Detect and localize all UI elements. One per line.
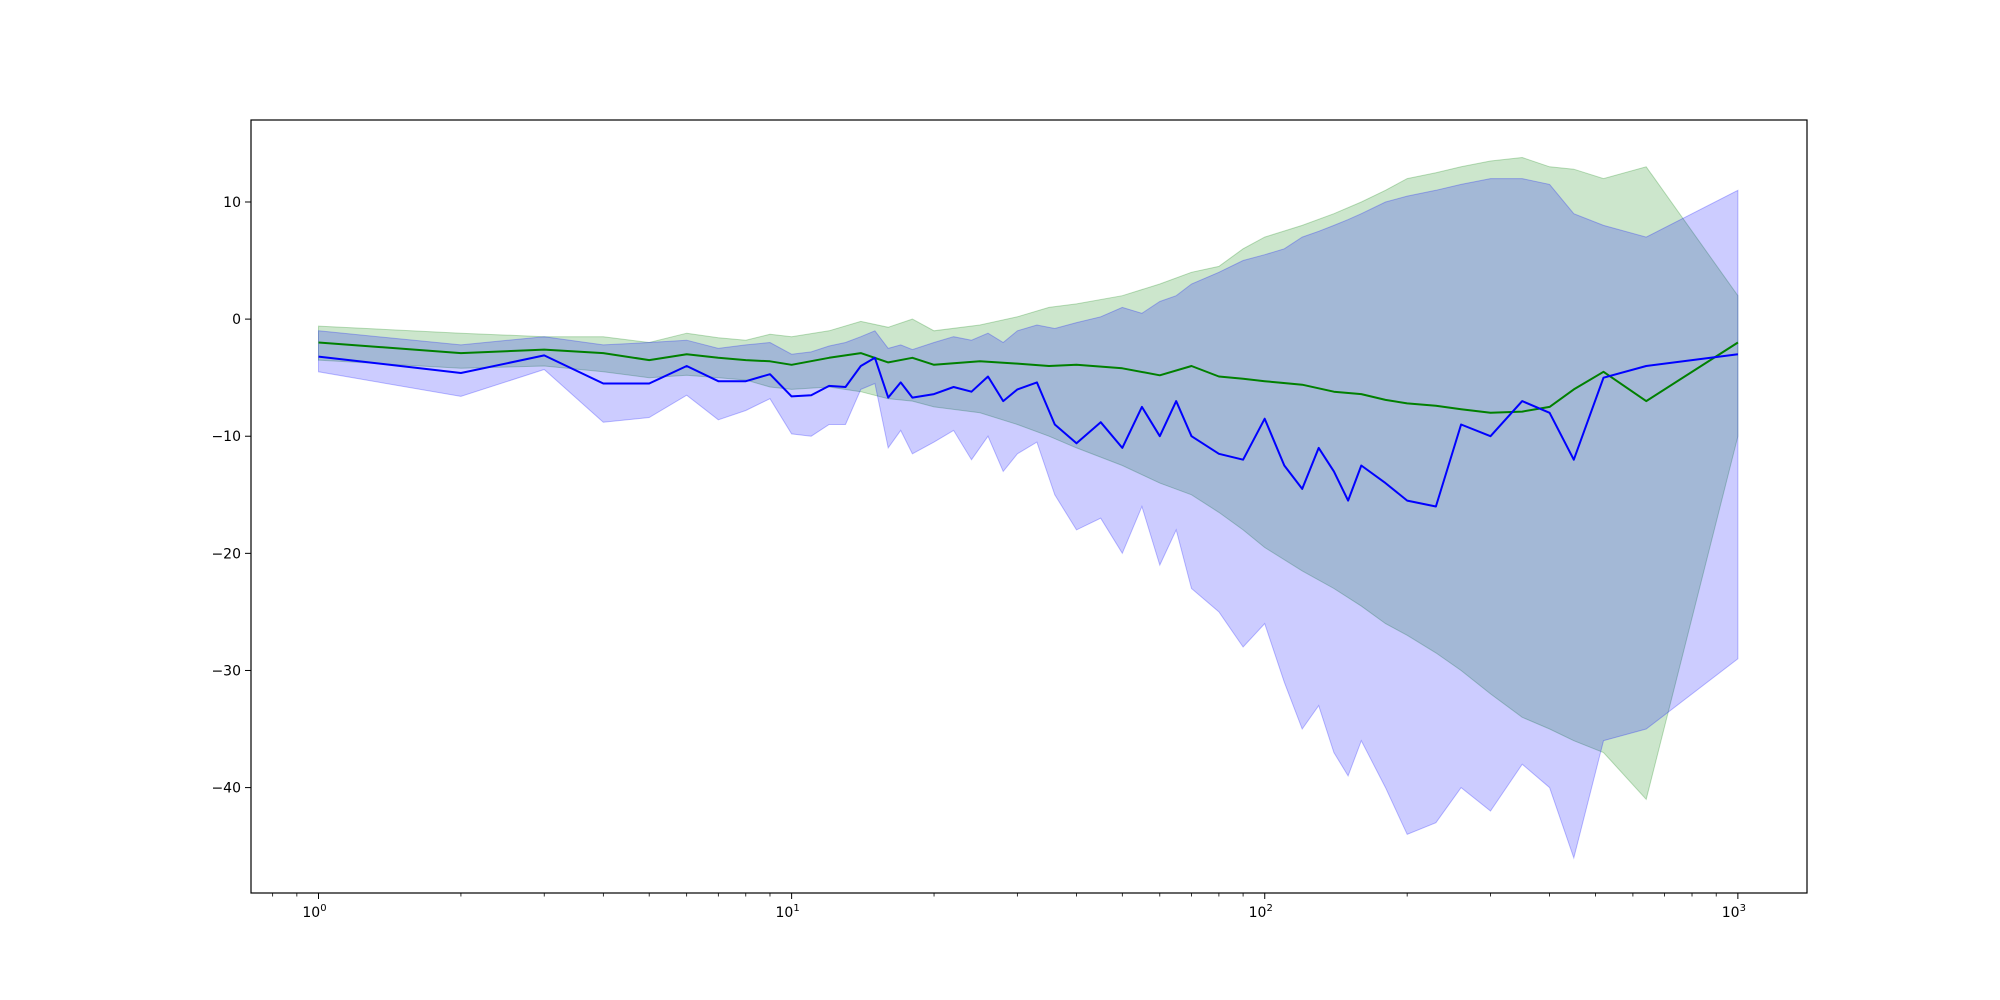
plot-area — [318, 156, 1739, 860]
x-tick-exponent: 3 — [1740, 903, 1746, 914]
x-tick-base: 10 — [1249, 905, 1267, 921]
x-tick-exponent: 1 — [793, 903, 799, 914]
y-tick-label: −20 — [211, 546, 241, 562]
x-tick-base: 10 — [776, 905, 794, 921]
x-tick-exponent: 2 — [1266, 903, 1272, 914]
y-tick-label: −30 — [211, 663, 241, 679]
x-tick-label: 101 — [776, 903, 800, 921]
x-tick-label: 102 — [1249, 903, 1273, 921]
series-0-line — [318, 341, 1739, 414]
y-tick-label: −10 — [211, 429, 241, 445]
x-tick-base: 10 — [302, 905, 320, 921]
x-tick-base: 10 — [1722, 905, 1740, 921]
series-1-band — [318, 178, 1739, 860]
confidence-bands — [318, 156, 1739, 860]
series-0-band — [318, 156, 1739, 801]
axes-frame — [250, 119, 1808, 894]
x-tick-label: 103 — [1722, 903, 1746, 921]
y-tick-label: −40 — [211, 781, 241, 797]
x-tick-exponent: 0 — [320, 903, 326, 914]
y-tick-label: 0 — [232, 312, 241, 328]
y-tick-label: 10 — [223, 195, 241, 211]
x-axis: 100 101 102 103 — [272, 893, 1746, 921]
y-axis: 10 0 −10 −20 −30 −40 — [211, 195, 251, 797]
x-tick-label: 100 — [302, 903, 326, 921]
series-lines — [318, 341, 1739, 508]
series-1-line — [318, 353, 1739, 508]
